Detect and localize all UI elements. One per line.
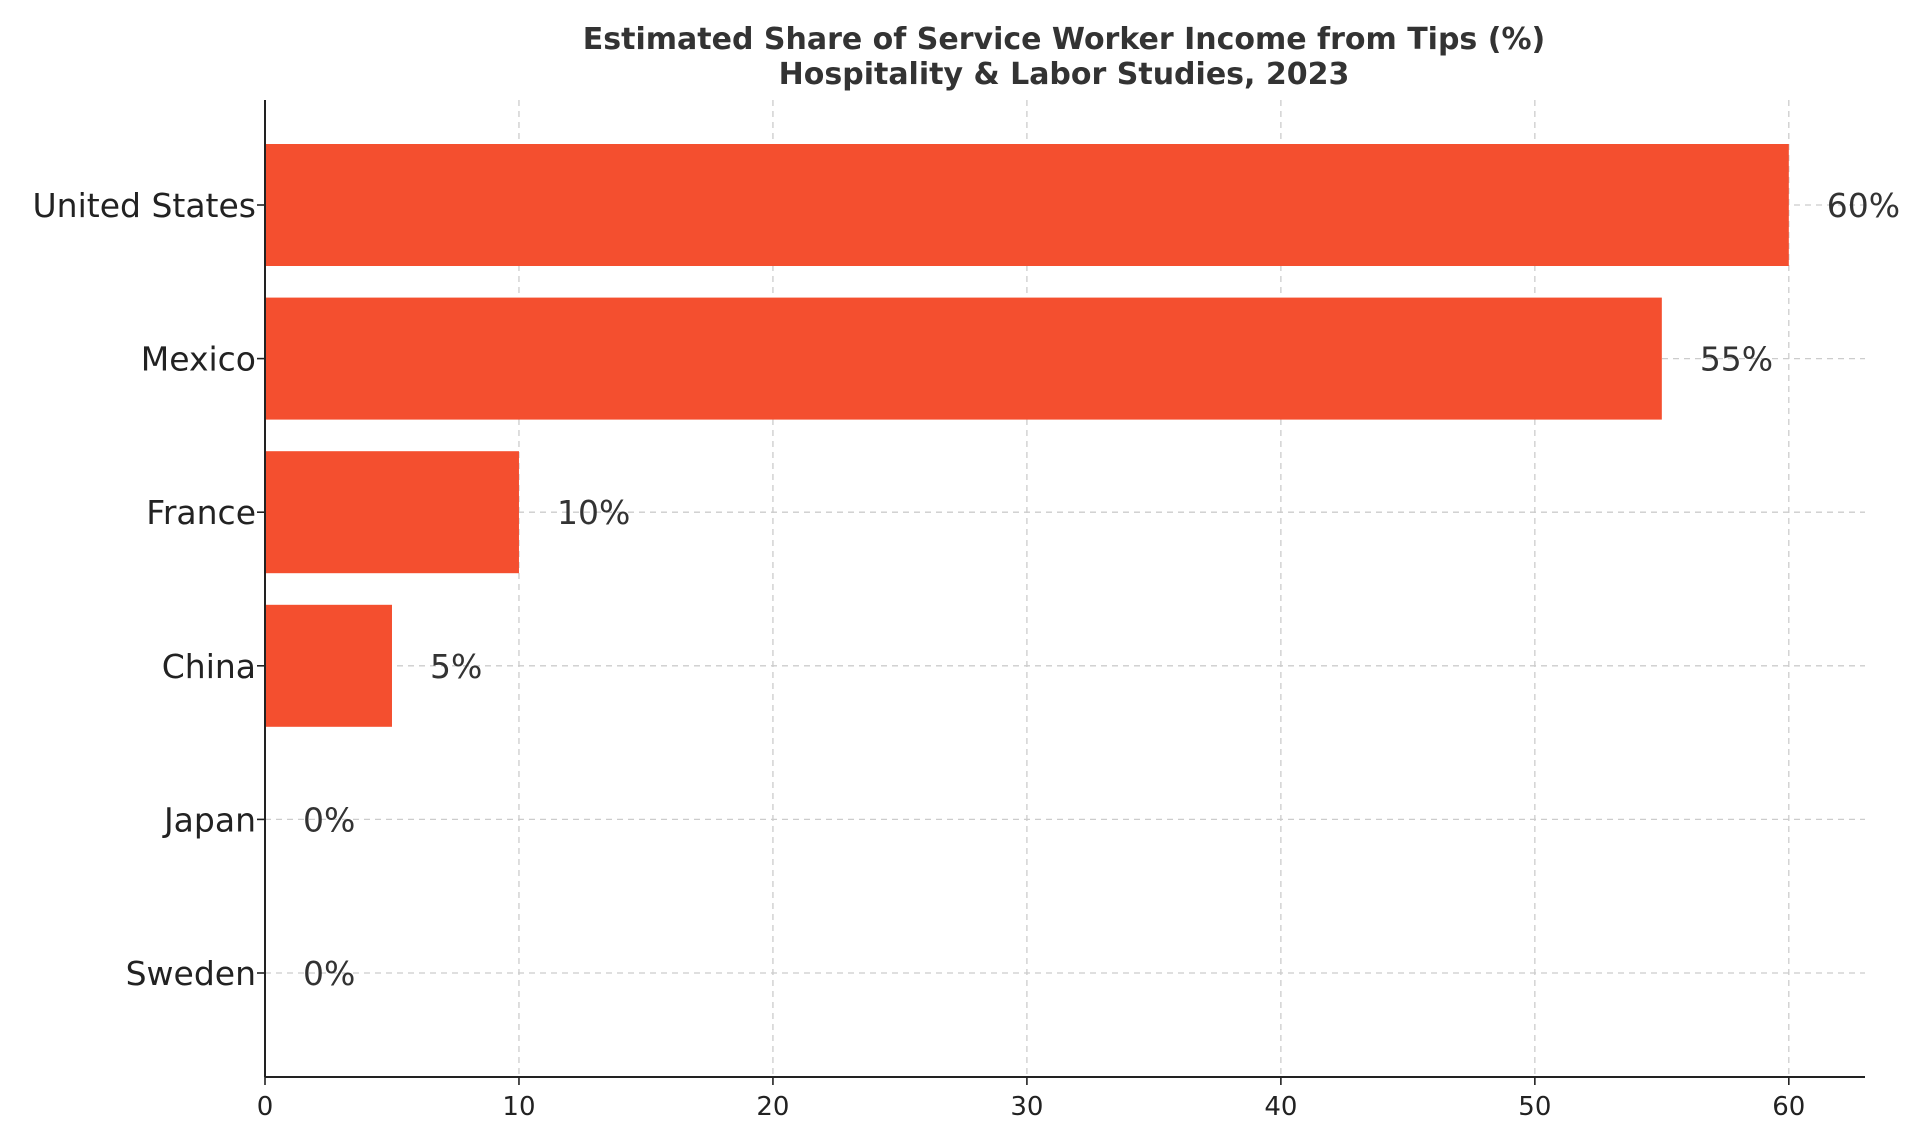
x-tick-label: 10 <box>502 1092 535 1122</box>
category-label: United States <box>33 186 256 225</box>
x-tick-label: 50 <box>1518 1092 1551 1122</box>
x-tick-label: 60 <box>1772 1092 1805 1122</box>
value-label: 0% <box>303 954 355 993</box>
value-label: 60% <box>1827 186 1900 225</box>
x-tick-label: 0 <box>257 1092 274 1122</box>
x-tick-label: 30 <box>1010 1092 1043 1122</box>
value-label: 5% <box>430 647 482 686</box>
x-tick-label: 40 <box>1264 1092 1297 1122</box>
labels: United States 60% Mexico 55% France 10% China 5… <box>33 186 1901 1122</box>
category-label: Sweden <box>126 954 256 993</box>
bar-mexico <box>265 297 1662 420</box>
bar-china <box>265 604 392 727</box>
category-label: Mexico <box>141 340 256 379</box>
value-label: 10% <box>557 493 630 532</box>
value-label: 0% <box>303 800 355 839</box>
category-label: China <box>162 647 256 686</box>
category-label: France <box>146 493 256 532</box>
value-label: 55% <box>1700 340 1773 379</box>
axes <box>257 100 1865 1085</box>
bar-united-states <box>265 144 1789 266</box>
bar-france <box>265 451 519 574</box>
chart-subtitle: Hospitality & Labor Studies, 2023 <box>779 57 1350 92</box>
chart-title: Estimated Share of Service Worker Income… <box>583 22 1545 57</box>
bars <box>265 144 1789 727</box>
category-label: Japan <box>162 800 256 839</box>
x-tick-label: 20 <box>756 1092 789 1122</box>
